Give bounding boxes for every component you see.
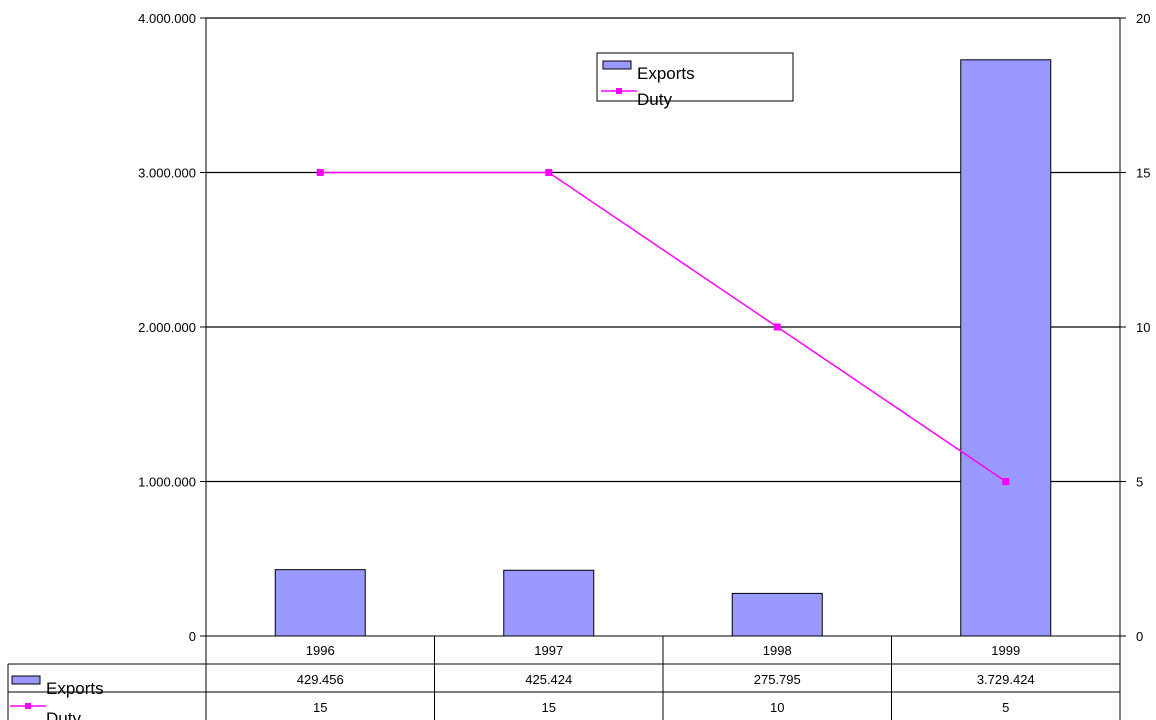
table-duty-marker: [25, 703, 31, 709]
data-table-exports-value: 275.795: [754, 672, 801, 687]
y-left-tick-label: 3.000.000: [138, 166, 196, 181]
y-left-tick-label: 4.000.000: [138, 11, 196, 26]
bar-exports-1998: [731, 592, 823, 637]
data-table-exports-value: 425.424: [525, 672, 572, 687]
bar-exports-1997: [503, 569, 595, 637]
y-left-tick-label: 2.000.000: [138, 320, 196, 335]
legend: [596, 52, 794, 102]
data-table-exports-value: 429.456: [297, 672, 344, 687]
table-exports-swatch: [11, 675, 41, 685]
y-right-tick-label: 15: [1136, 166, 1150, 181]
marker-duty-1997: [545, 169, 553, 176]
marker-duty-1996: [316, 169, 324, 176]
marker-duty-1998: [773, 323, 781, 331]
data-table-exports-value: 3.729.424: [977, 672, 1035, 687]
bar-exports-1999: [960, 59, 1052, 637]
data-table-duty-value: 10: [770, 700, 784, 715]
y-right-tick-label: 10: [1136, 320, 1150, 335]
bar-exports-1996: [274, 569, 366, 637]
data-table-category: 1997: [534, 643, 563, 658]
y-left-tick-label: 1.000.000: [138, 475, 196, 490]
y-left-tick-label: 0: [189, 629, 196, 644]
y-right-tick-label: 20: [1136, 11, 1150, 26]
legend-duty-marker: [616, 88, 622, 94]
marker-duty-1999: [1002, 478, 1010, 485]
y-right-tick-label: 0: [1136, 629, 1143, 644]
table-exports-label: Exports: [46, 679, 104, 698]
line-duty: [320, 171, 1007, 483]
legend-exports-label: Exports: [637, 64, 695, 83]
legend-exports-swatch: [602, 60, 632, 70]
y-right-tick-label: 5: [1136, 475, 1143, 490]
data-table-duty-value: 15: [313, 700, 327, 715]
data-table-duty-value: 5: [1002, 700, 1009, 715]
data-table-category: 1998: [763, 643, 792, 658]
legend-duty-label: Duty: [637, 90, 672, 109]
data-table-duty-value: 15: [542, 700, 556, 715]
data-table-category: 1996: [306, 643, 335, 658]
table-duty-label: Duty: [46, 709, 81, 720]
data-table-category: 1999: [991, 643, 1020, 658]
